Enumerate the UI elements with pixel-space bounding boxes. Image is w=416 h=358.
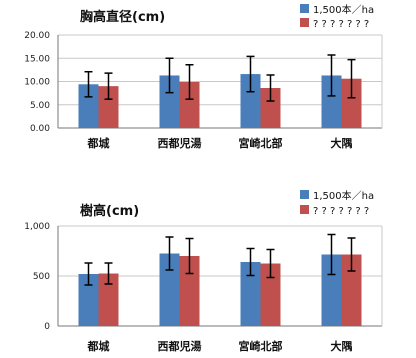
- dbh-chart: 胸高直径(cm) 1,500本／ha ? ? ? ? ? ? ? 20.00 15…: [24, 3, 383, 150]
- plot-area: 20.00 15.00 10.00 5.00 0.00 都城 西都児湯 宮崎北部 大隅: [24, 31, 383, 150]
- bar: [98, 86, 119, 128]
- bar: [260, 263, 281, 326]
- y-tick-label: 15.00: [24, 54, 50, 64]
- bar: [341, 78, 362, 128]
- bar: [260, 88, 281, 128]
- bar: [240, 262, 261, 326]
- legend-swatch-series-1: [300, 190, 309, 199]
- bar: [179, 256, 200, 326]
- y-tick-label: 1,000: [24, 222, 50, 232]
- y-tick-label: 20.00: [24, 31, 50, 41]
- x-tick-label: 宮崎北部: [239, 339, 283, 353]
- x-tick-label: 宮崎北部: [239, 136, 283, 150]
- legend: 1,500本／ha ? ? ? ? ? ? ?: [300, 3, 374, 30]
- y-tick-label: 5.00: [30, 101, 50, 111]
- x-tick-label: 大隅: [331, 136, 353, 150]
- x-tick-label: 都城: [87, 339, 110, 353]
- bar: [78, 84, 99, 128]
- bar: [240, 74, 261, 128]
- legend-swatch-series-1: [300, 4, 309, 13]
- legend-label-series-1: 1,500本／ha: [313, 189, 374, 202]
- x-tick-label: 都城: [87, 136, 110, 150]
- legend: 1,500本／ha ? ? ? ? ? ? ?: [300, 189, 374, 217]
- legend-label-series-1: 1,500本／ha: [313, 3, 374, 16]
- chart-title: 胸高直径(cm): [80, 9, 165, 25]
- x-tick-label: 西都児湯: [158, 136, 202, 150]
- bar: [179, 81, 200, 128]
- bar: [341, 254, 362, 326]
- bar: [78, 274, 99, 326]
- x-tick-label: 西都児湯: [158, 339, 202, 353]
- y-tick-label: 0.00: [30, 124, 50, 134]
- legend-label-series-2: ? ? ? ? ? ? ?: [313, 206, 369, 217]
- legend-swatch-series-2: [300, 205, 309, 214]
- bar: [321, 254, 342, 326]
- bar: [321, 75, 342, 128]
- y-tick-label: 500: [33, 272, 50, 282]
- y-tick-label: 0: [44, 322, 50, 332]
- legend-swatch-series-2: [300, 18, 309, 27]
- y-tick-label: 10.00: [24, 78, 50, 88]
- x-tick-label: 大隅: [331, 339, 353, 353]
- height-chart: 樹高(cm) 1,500本／ha ? ? ? ? ? ? ? 1,000 500 0…: [24, 189, 383, 353]
- bar: [159, 75, 180, 128]
- legend-label-series-2: ? ? ? ? ? ? ?: [313, 19, 369, 30]
- bar: [159, 253, 180, 326]
- plot-area: 1,000 500 0 都城 西都児湯 宮崎北部 大隅: [24, 222, 383, 353]
- bar: [98, 273, 119, 326]
- chart-title: 樹高(cm): [80, 203, 139, 219]
